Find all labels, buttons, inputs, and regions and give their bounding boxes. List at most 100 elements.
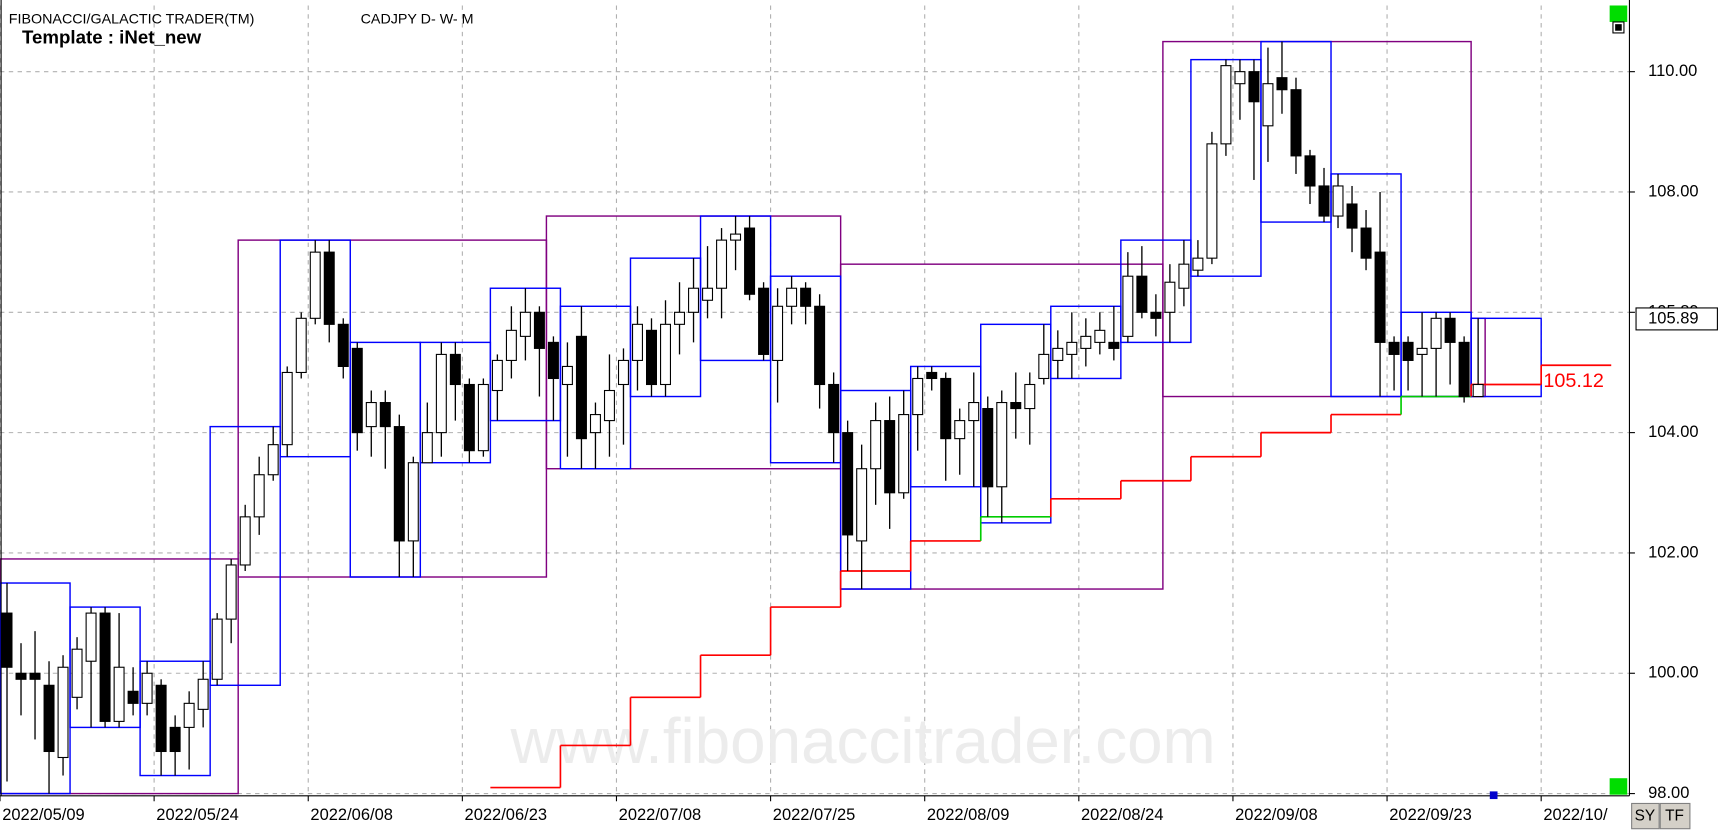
candle-body — [575, 335, 587, 440]
x-tick-label: 2022/06/08 — [310, 806, 393, 824]
candle-body — [1472, 383, 1484, 398]
x-tick-label: 2022/09/23 — [1389, 806, 1472, 824]
candle-body — [1150, 311, 1162, 319]
candle-body — [505, 329, 517, 361]
candle-body — [800, 287, 812, 307]
candle-body — [379, 401, 391, 428]
candle-body — [1108, 341, 1120, 349]
candle-body — [1346, 203, 1358, 229]
candle-body — [1290, 89, 1302, 157]
candle-body — [57, 666, 69, 759]
candle-body — [631, 323, 643, 361]
last-price-box — [1635, 307, 1718, 331]
candle-body — [1360, 227, 1372, 259]
candle-body — [1276, 77, 1288, 91]
button-tf[interactable]: TF — [1659, 802, 1691, 830]
candle-body — [674, 311, 686, 325]
candle-body — [1220, 65, 1232, 145]
candle-body — [309, 251, 321, 319]
candle-body — [1402, 341, 1414, 361]
candle-body — [85, 612, 97, 662]
symbol-title: CADJPY D- W- M — [361, 12, 474, 28]
candle-body — [43, 684, 55, 753]
scroll-marker — [1489, 791, 1498, 800]
button-face[interactable] — [1631, 802, 1660, 830]
candle-body — [449, 353, 461, 386]
candle-body — [1444, 317, 1456, 343]
candle-body — [828, 383, 840, 434]
app-title: FIBONACCI/GALACTIC TRADER(TM) — [9, 12, 255, 28]
candle-body — [1388, 341, 1400, 355]
candle-body — [1458, 341, 1470, 398]
candle-body — [814, 305, 826, 386]
candle-body — [477, 383, 489, 452]
candle-body — [603, 389, 615, 422]
weekly-box — [1470, 317, 1542, 398]
candle-body — [113, 666, 125, 722]
x-tick-label: 2022/08/09 — [927, 806, 1010, 824]
y-tick-label: 108.00 — [1648, 182, 1698, 200]
candle-body — [1192, 257, 1204, 271]
candle-body — [1234, 71, 1246, 85]
button-face[interactable] — [1659, 802, 1691, 830]
candle-body — [898, 414, 910, 494]
x-tick-label: 2022/10/ — [1543, 806, 1608, 824]
candle-body — [772, 305, 784, 361]
candle-body — [758, 287, 770, 355]
candle-body — [239, 516, 251, 566]
weekly-box — [839, 389, 912, 590]
corner-marker[interactable] — [1609, 5, 1628, 22]
candle-body — [660, 323, 672, 386]
candle-body — [856, 468, 868, 542]
candle-body — [954, 420, 966, 440]
candle-body — [1122, 275, 1134, 337]
x-tick-label: 2022/06/23 — [465, 806, 548, 824]
x-tick-label: 2022/08/24 — [1081, 806, 1164, 824]
candle-body — [1066, 341, 1078, 355]
candle-body — [926, 371, 938, 380]
candle-body — [435, 353, 447, 434]
y-tick-label: 104.00 — [1648, 423, 1698, 441]
y-tick-label: 110.00 — [1648, 62, 1697, 80]
candle-body — [1248, 71, 1260, 103]
button-sy[interactable]: SY — [1631, 802, 1660, 830]
candle-body — [1416, 347, 1428, 355]
candle-body — [1374, 251, 1386, 343]
candle-body — [982, 408, 994, 488]
weekly-box — [1120, 239, 1192, 344]
axis-layer: 98.00 100.00 102.00 104.00 105.89 108.00 110.0… — [0, 62, 1718, 824]
candle-body — [337, 323, 349, 367]
candle-body — [688, 287, 700, 313]
weekly-box — [980, 323, 1052, 524]
candle-body — [29, 672, 41, 680]
candle-body — [281, 371, 293, 446]
x-tick-label: 2022/09/08 — [1235, 806, 1318, 824]
x-tick-label: 2022/07/08 — [619, 806, 702, 824]
candle-body — [393, 426, 405, 542]
candle-body — [912, 377, 924, 416]
candle-body — [351, 347, 363, 434]
monthly-box — [0, 558, 239, 795]
template-label: Template : iNet_new — [22, 26, 202, 47]
candle-body — [1304, 155, 1316, 187]
candle-body — [421, 432, 433, 464]
candle-body — [407, 462, 419, 542]
grid-layer — [0, 5, 1630, 795]
candle-body — [730, 233, 742, 241]
corner-marker[interactable] — [1609, 778, 1628, 795]
candle-body — [884, 420, 896, 494]
candle-body — [183, 702, 195, 728]
candle-body — [1010, 401, 1022, 410]
candle-body — [1080, 335, 1092, 349]
candle-body — [1318, 185, 1330, 217]
button-label[interactable]: TF — [1665, 808, 1684, 825]
button-label[interactable]: SY — [1635, 808, 1656, 825]
candle-body — [225, 564, 237, 620]
candle-body — [1332, 185, 1344, 217]
candle-body — [1164, 281, 1176, 313]
candle-body — [533, 311, 545, 349]
candle-body — [519, 311, 531, 337]
candle-body — [323, 251, 335, 325]
watermark: www.fibonaccitrader.com — [510, 705, 1216, 777]
candle-body — [617, 359, 629, 386]
